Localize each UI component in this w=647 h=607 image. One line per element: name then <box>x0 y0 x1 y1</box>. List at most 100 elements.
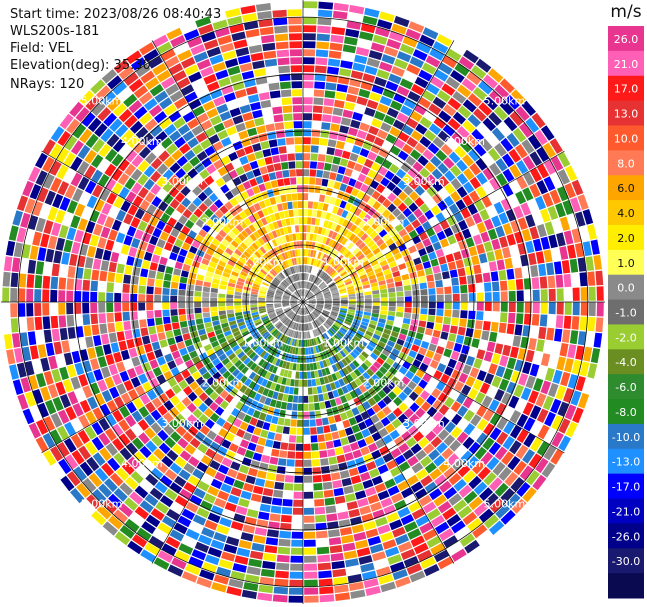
velocity-gate <box>84 165 97 179</box>
velocity-gate <box>326 147 335 156</box>
velocity-gate <box>368 50 383 61</box>
velocity-gate <box>382 140 393 151</box>
velocity-gate <box>374 267 382 274</box>
velocity-gate <box>340 327 348 333</box>
velocity-gate <box>433 370 443 380</box>
velocity-gate <box>445 340 455 350</box>
velocity-gate <box>92 452 106 467</box>
velocity-gate <box>210 256 220 264</box>
velocity-gate <box>261 34 275 44</box>
velocity-gate <box>341 477 352 487</box>
velocity-gate <box>454 145 467 159</box>
velocity-gate <box>384 344 393 352</box>
velocity-gate <box>283 307 291 311</box>
velocity-gate <box>304 315 307 323</box>
velocity-gate <box>265 380 273 389</box>
velocity-gate <box>451 317 459 326</box>
velocity-gate <box>410 277 419 285</box>
velocity-gate <box>536 441 550 457</box>
velocity-gate <box>516 482 531 497</box>
velocity-gate <box>254 320 262 326</box>
velocity-gate <box>333 302 340 304</box>
velocity-gate <box>340 292 348 296</box>
velocity-gate <box>329 399 337 407</box>
velocity-gate <box>457 267 466 277</box>
velocity-gate <box>468 293 476 302</box>
velocity-gate <box>423 110 437 122</box>
velocity-gate <box>328 230 334 238</box>
velocity-gate <box>171 322 180 330</box>
colorbar-segment <box>608 324 644 350</box>
velocity-gate <box>189 213 199 224</box>
velocity-gate <box>492 291 500 302</box>
velocity-gate <box>316 306 323 310</box>
velocity-gate <box>40 357 50 372</box>
velocity-gate <box>374 421 384 431</box>
velocity-gate <box>218 337 227 345</box>
velocity-gate <box>298 323 301 331</box>
velocity-gate <box>340 299 348 302</box>
velocity-gate <box>324 322 331 328</box>
velocity-gate <box>450 165 462 177</box>
velocity-gate <box>218 297 226 302</box>
velocity-gate <box>123 93 138 108</box>
velocity-gate <box>296 363 300 371</box>
velocity-gate <box>282 335 288 343</box>
velocity-gate <box>314 73 326 82</box>
velocity-gate <box>22 180 34 197</box>
velocity-gate <box>283 210 290 218</box>
velocity-gate <box>520 387 532 401</box>
velocity-gate <box>74 388 86 402</box>
velocity-gate <box>323 220 329 228</box>
velocity-gate <box>392 208 402 218</box>
velocity-gate <box>227 313 235 318</box>
velocity-gate <box>377 524 391 535</box>
velocity-gate <box>369 364 378 373</box>
velocity-gate <box>210 306 218 312</box>
velocity-gate <box>144 427 156 439</box>
velocity-gate <box>325 237 331 246</box>
velocity-gate <box>174 192 186 203</box>
velocity-gate <box>319 244 325 252</box>
velocity-gate <box>89 209 100 223</box>
velocity-gate <box>293 339 298 347</box>
velocity-gate <box>16 227 27 243</box>
velocity-gate <box>284 185 291 194</box>
velocity-gate <box>263 264 271 272</box>
velocity-gate <box>305 290 309 297</box>
velocity-gate <box>306 292 312 298</box>
velocity-gate <box>147 56 163 69</box>
velocity-gate <box>444 409 456 421</box>
velocity-gate <box>37 247 47 261</box>
velocity-gate <box>310 153 318 161</box>
velocity-gate <box>298 273 301 281</box>
velocity-gate <box>363 520 377 531</box>
velocity-gate <box>244 119 256 129</box>
velocity-gate <box>463 336 472 346</box>
velocity-gate <box>321 343 327 351</box>
velocity-gate <box>331 222 338 231</box>
velocity-gate <box>243 208 252 217</box>
velocity-gate <box>407 167 419 179</box>
velocity-gate <box>326 267 333 274</box>
velocity-gate <box>322 263 328 270</box>
velocity-gate <box>198 202 208 213</box>
velocity-gate <box>442 324 450 333</box>
velocity-gate <box>379 337 388 344</box>
velocity-gate <box>278 263 284 271</box>
velocity-gate <box>460 450 473 464</box>
velocity-gate <box>290 298 298 301</box>
velocity-gate <box>329 270 337 277</box>
velocity-gate <box>234 308 242 313</box>
velocity-gate <box>272 155 281 164</box>
velocity-gate <box>329 314 337 319</box>
velocity-gate <box>82 291 90 302</box>
velocity-gate <box>241 589 257 600</box>
velocity-gate <box>400 162 412 173</box>
velocity-gate <box>279 81 291 90</box>
velocity-gate <box>285 319 291 326</box>
velocity-gate <box>356 307 364 312</box>
velocity-gate <box>544 411 556 427</box>
velocity-gate <box>169 252 178 261</box>
velocity-gate <box>279 450 288 458</box>
